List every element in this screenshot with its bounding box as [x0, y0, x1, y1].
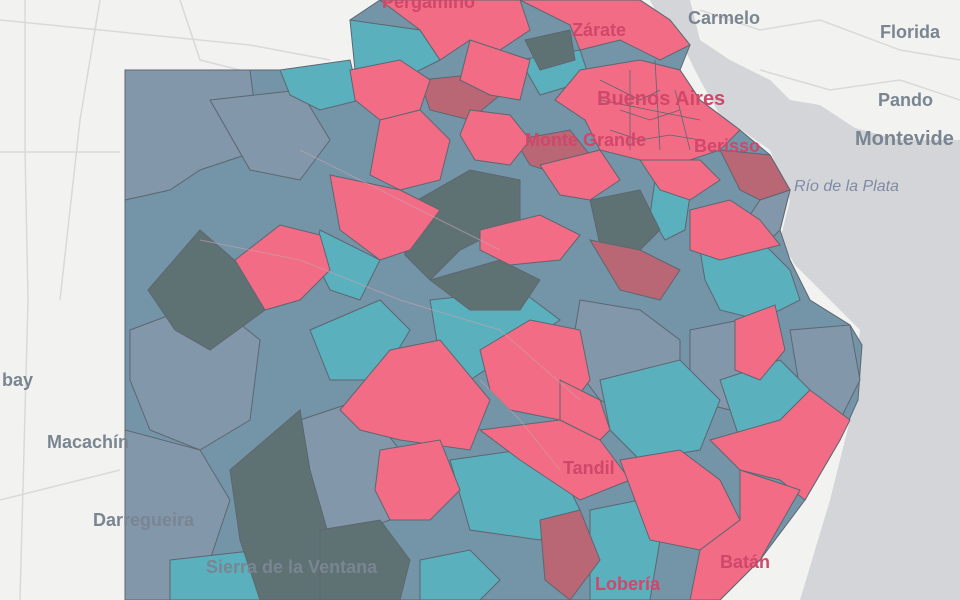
- label-monte-grande: Monte Grande: [525, 130, 647, 150]
- dark-gray-regions[interactable]: [147, 29, 661, 600]
- label-florida: Florida: [880, 22, 941, 42]
- label-pando: Pando: [878, 90, 934, 110]
- label-rio-de-la-plata: Río de la Plata: [794, 178, 899, 195]
- label-sierra-de-la-ventana: Sierra de la Ventana: [206, 557, 378, 577]
- label-loberia: Lobería: [595, 574, 661, 594]
- label-montevideo: Montevide: [855, 128, 954, 150]
- label-carmelo: Carmelo: [688, 8, 761, 28]
- label-pay: bay: [2, 370, 34, 390]
- rio-de-la-plata-water: [650, 0, 960, 600]
- pink-regions[interactable]: [234, 0, 851, 600]
- uruguay-land: [690, 0, 960, 140]
- label-tandil: Tandil: [563, 458, 615, 478]
- label-batan: Batán: [720, 552, 771, 572]
- label-macachin: Macachín: [47, 432, 130, 452]
- gba-district-borders: [599, 59, 701, 151]
- label-pergamino: Pergamino: [382, 0, 476, 12]
- label-berisso: Berisso: [694, 136, 761, 156]
- province-roads: [199, 149, 581, 471]
- label-zarate: Zárate: [572, 20, 627, 40]
- label-darregueira: Darregueira: [93, 510, 195, 530]
- label-buenos-aires: Buenos Aires: [597, 88, 726, 110]
